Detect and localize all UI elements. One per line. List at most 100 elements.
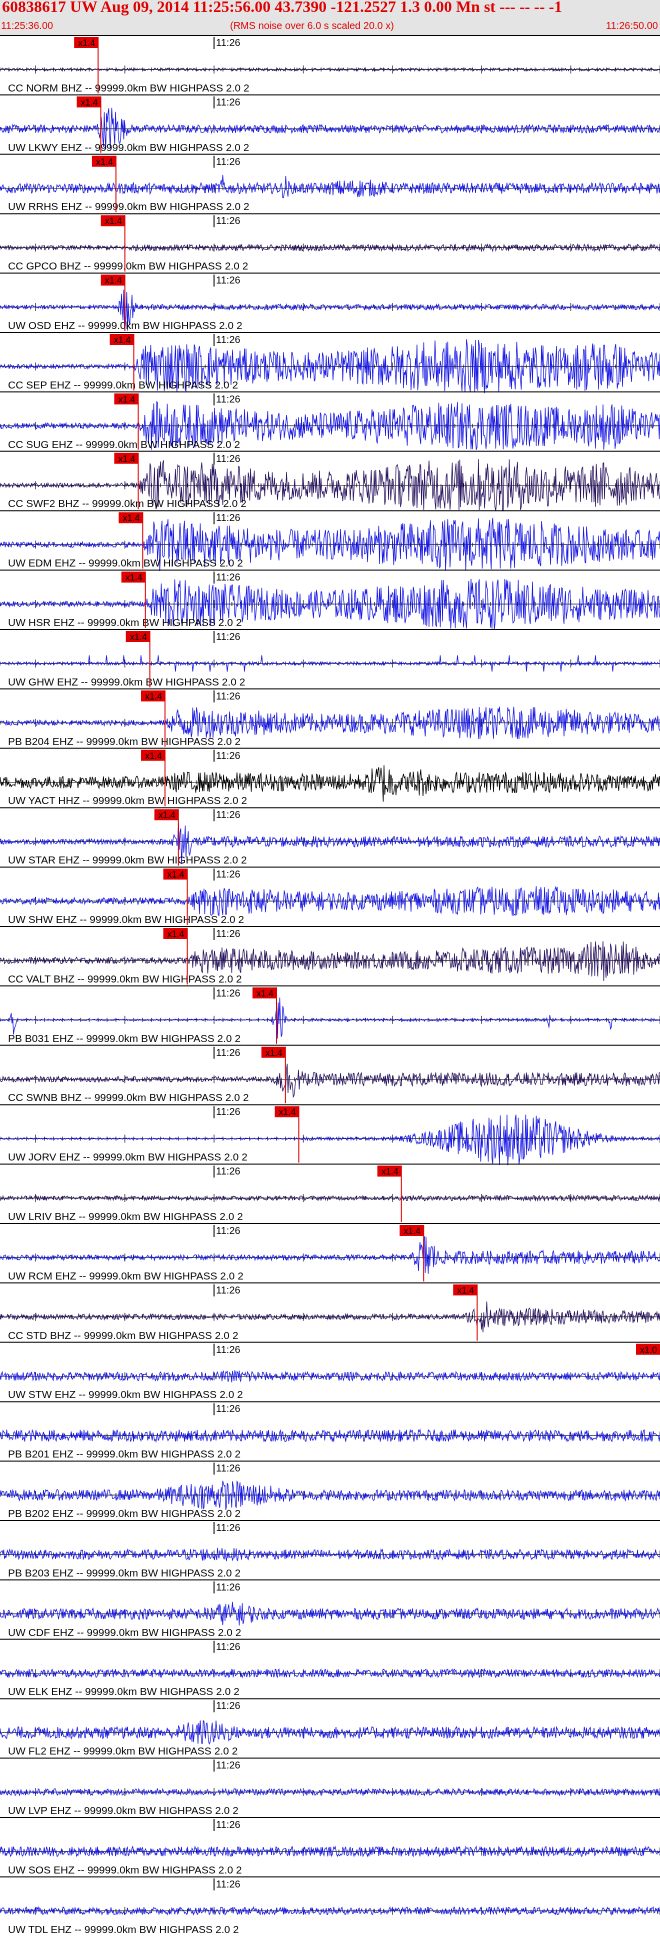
station-label: UW LVP EHZ -- 99999.0km BW HIGHPASS 2.0 … (8, 1805, 239, 1817)
station-label: UW YACT HHZ -- 99999.0km BW HIGHPASS 2.0… (8, 795, 247, 807)
station-label: UW EDM EHZ -- 99999.0km BW HIGHPASS 2.0 … (8, 558, 243, 570)
station-label: UW STAR EHZ -- 99999.0km BW HIGHPASS 2.0… (8, 855, 247, 867)
waveform-trace (0, 941, 660, 981)
station-label: CC SEP EHZ -- 99999.0km BW HIGHPASS 2.0 … (8, 379, 238, 391)
waveform-trace (0, 1370, 660, 1383)
pick-marker (118, 512, 143, 524)
waveform-trace (0, 517, 660, 571)
pick-marker-label: x1.4 (265, 1048, 282, 1058)
minute-tick-label: 11:26 (216, 1761, 241, 1772)
pick-marker (76, 96, 101, 108)
minute-tick-label: 11:26 (216, 1582, 241, 1593)
waveform-trace (0, 289, 660, 331)
station-label: UW FL2 EHZ -- 99999.0km BW HIGHPASS 2.0 … (8, 1746, 238, 1758)
pick-marker (74, 37, 99, 48)
station-label: UW CDF EHZ -- 99999.0km BW HIGHPASS 2.0 … (8, 1627, 241, 1639)
station-label: PB B204 EHZ -- 99999.0km BW HIGHPASS 2.0… (8, 736, 241, 748)
pick-marker (261, 1046, 286, 1058)
minute-tick-label: 11:26 (216, 1879, 241, 1890)
pick-marker-label: x1.4 (114, 335, 131, 345)
waveform-trace (0, 107, 660, 150)
pick-marker-label: x1.4 (404, 1226, 421, 1236)
pick-marker-label: x1.4 (130, 632, 147, 642)
pick-marker (141, 690, 165, 702)
minute-tick-label: 11:26 (216, 1404, 241, 1415)
pick-marker (252, 987, 277, 999)
pick-marker-label: x1.4 (78, 38, 95, 48)
waveform-trace (0, 1547, 660, 1562)
station-label: CC STD BHZ -- 99999.0km BW HIGHPASS 2.0 … (8, 1330, 238, 1342)
waveform-trace (0, 1905, 660, 1916)
pick-marker-label: x1.4 (81, 97, 98, 107)
minute-tick-label: 11:26 (216, 1226, 241, 1237)
station-label: UW RCM EHZ -- 99999.0km BW HIGHPASS 2.0 … (8, 1270, 244, 1282)
pick-marker-label: x1.4 (123, 513, 140, 523)
station-label: CC SUG EHZ -- 99999.0km BW HIGHPASS 2.0 … (8, 439, 240, 451)
minute-tick-label: 11:26 (216, 751, 241, 762)
pick-marker (163, 868, 188, 880)
minute-tick-label: 11:26 (216, 1345, 241, 1356)
pick-marker (109, 334, 134, 345)
pick-marker-label: x1.4 (256, 988, 273, 998)
station-label: UW STW EHZ -- 99999.0km BW HIGHPASS 2.0 … (8, 1389, 243, 1401)
waveform-trace (0, 243, 660, 253)
station-label: UW HSR EHZ -- 99999.0km BW HIGHPASS 2.0 … (8, 617, 242, 629)
waveform-trace (0, 1428, 660, 1443)
station-label: UW ELK EHZ -- 99999.0km BW HIGHPASS 2.0 … (8, 1686, 240, 1698)
station-label: PB B031 EHZ -- 99999.0km BW HIGHPASS 2.0… (8, 1033, 241, 1045)
waveform-trace (0, 459, 660, 512)
minute-tick-label: 11:26 (216, 1107, 241, 1118)
pick-marker (100, 215, 125, 227)
start-time: 11:25:36.00 (1, 21, 54, 32)
pick-marker (163, 928, 188, 939)
station-label: UW TDL EHZ -- 99999.0km BW HIGHPASS 2.0 … (8, 1924, 239, 1936)
waveform-trace (0, 1668, 660, 1679)
waveform-trace (0, 823, 660, 865)
pick-marker (141, 749, 165, 761)
minute-tick-label: 11:26 (216, 988, 241, 999)
station-label: UW LRIV BHZ -- 99999.0km BW HIGHPASS 2.0… (8, 1211, 243, 1223)
waveform-trace (0, 1194, 660, 1202)
waveform-trace (0, 655, 660, 672)
station-label: UW JORV EHZ -- 99999.0km BW HIGHPASS 2.0… (8, 1152, 248, 1164)
waveform-trace (0, 1719, 660, 1745)
pick-marker-label: x1.4 (96, 157, 113, 167)
pick-marker-label: x1.4 (279, 1107, 296, 1117)
pick-marker (154, 809, 179, 821)
minute-tick-label: 11:26 (216, 1642, 241, 1653)
minute-tick-label: 11:26 (216, 632, 241, 643)
waveform-trace (0, 765, 660, 802)
waveform-trace (0, 174, 660, 199)
pick-marker-label: x1.4 (105, 276, 122, 286)
pick-marker (114, 452, 139, 464)
waveform-trace (0, 1601, 660, 1626)
pick-marker (125, 631, 150, 642)
station-label: CC SWF2 BHZ -- 99999.0km BW HIGHPASS 2.0… (8, 498, 247, 510)
minute-tick-label: 11:26 (216, 394, 241, 405)
waveform-trace (0, 67, 660, 73)
waveform-trace (0, 997, 660, 1039)
minute-tick-label: 11:26 (216, 1167, 241, 1178)
rms-subtitle: (RMS noise over 6.0 s scaled 20.0 x) (230, 21, 394, 32)
waveform-trace (0, 1063, 660, 1098)
minute-tick-label: 11:26 (216, 97, 241, 108)
minute-tick-label: 11:26 (216, 454, 241, 465)
pick-marker-label: x1.4 (118, 394, 135, 404)
station-label: PB B203 EHZ -- 99999.0km BW HIGHPASS 2.0… (8, 1567, 241, 1579)
pick-marker-label: x1.4 (145, 691, 162, 701)
waveform-trace (0, 1787, 660, 1797)
pick-marker-label: x1.4 (105, 216, 122, 226)
station-label: PB B201 EHZ -- 99999.0km BW HIGHPASS 2.0… (8, 1449, 241, 1461)
waveform-trace (0, 400, 660, 450)
waveform-trace (0, 885, 660, 917)
minute-tick-label: 11:26 (216, 573, 241, 584)
station-label: UW RRHS EHZ -- 99999.0km BW HIGHPASS 2.0… (8, 201, 250, 213)
waveform-trace (0, 1480, 660, 1510)
pick-marker-label: x1.4 (145, 751, 162, 761)
pick-marker (453, 1284, 478, 1296)
pick-marker-label: x1.4 (457, 1285, 474, 1295)
waveform-trace (0, 1114, 660, 1166)
minute-tick-label: 11:26 (216, 276, 241, 287)
minute-tick-label: 11:26 (216, 216, 241, 227)
seismogram-plot: 11:26 CC NORM BHZ -- 99999.0km BW HIGHPAS… (0, 35, 660, 1936)
